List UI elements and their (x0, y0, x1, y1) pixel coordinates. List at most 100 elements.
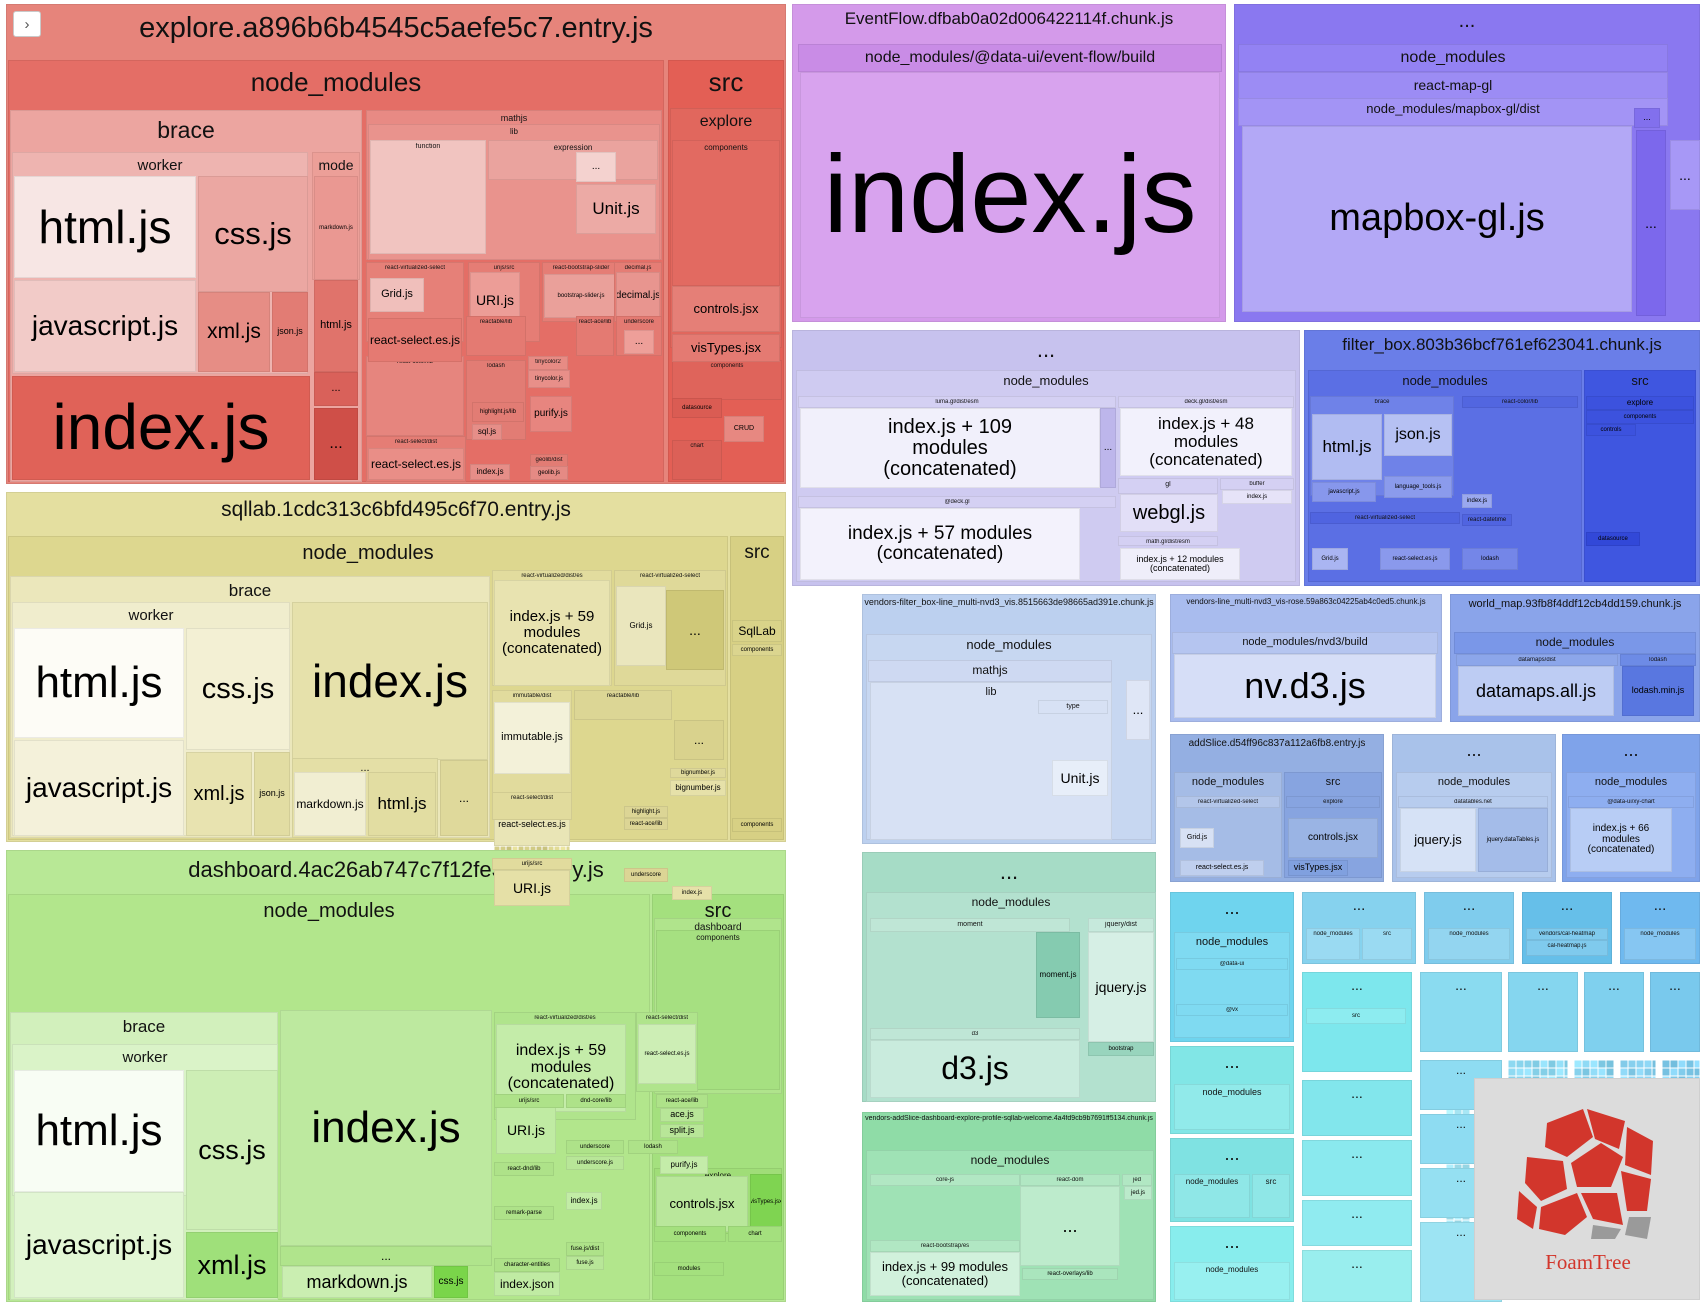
group-fb-datetime[interactable]: react-datetime (1462, 514, 1512, 526)
group-dash-dots[interactable]: ... (280, 1246, 492, 1266)
group-dash-css[interactable]: css.js (186, 1070, 278, 1230)
group-dash-chart[interactable]: chart (728, 1226, 782, 1242)
group-luma-deckdist[interactable]: deck.gl/dist/esm (1118, 396, 1294, 408)
group-d3-d3[interactable]: d3 (870, 1028, 1080, 1040)
group-t3-nm[interactable]: node_modules (1174, 1174, 1250, 1218)
group-as-grid[interactable]: Grid.js (1180, 828, 1214, 848)
group-dash-rselect[interactable]: react-select.es.js (638, 1024, 696, 1084)
group-explore-mode-html[interactable]: html.js (314, 280, 358, 372)
group-vas-corejs[interactable]: core-js (870, 1174, 1020, 1186)
group-c4-nm[interactable]: node_modules (1624, 928, 1696, 960)
group-explore-grid[interactable]: Grid.js (370, 278, 424, 312)
group-sqllab-index59[interactable]: index.js + 59 modules (concatenated) (494, 580, 610, 686)
group-wm-nm[interactable]: node_modules (1454, 632, 1696, 654)
group-dash-split[interactable]: split.js (660, 1124, 704, 1138)
group-fb-colorlib[interactable]: react-color/lib (1462, 396, 1578, 408)
group-mb-dots1[interactable]: ... (1634, 108, 1660, 128)
group-c1-src[interactable]: src (1362, 928, 1412, 960)
group-dt-jquery[interactable]: jquery.js (1400, 808, 1476, 872)
group-d3-momentjs[interactable]: moment.js (1036, 932, 1080, 1018)
group-vas-overlays[interactable]: react-overlays/lib (1022, 1268, 1118, 1280)
group-explore-xml[interactable]: xml.js (198, 292, 270, 372)
group-ef-path[interactable]: node_modules/@data-ui/event-flow/build (798, 44, 1222, 72)
group-explore-sql[interactable]: sql.js (472, 424, 502, 440)
group-dash-vistypes[interactable]: visTypes.jsx (750, 1174, 782, 1230)
group-c2-nm[interactable]: node_modules (1428, 928, 1510, 960)
group-explore-mode-dots2[interactable]: ... (314, 408, 358, 480)
group-explore-tinycolor2[interactable]: tinycolor2 (528, 356, 568, 370)
group-dash-reactdnd[interactable]: react-dnd/lib (494, 1162, 554, 1176)
group-dash-dndcore[interactable]: dnd-core/lib (566, 1094, 626, 1108)
group-fb-lodash[interactable]: lodash (1462, 548, 1518, 570)
group-t1-dataui[interactable]: @data-ui (1176, 958, 1288, 970)
group-t1-vx[interactable]: @vx (1176, 1004, 1288, 1016)
group-vas-index99[interactable]: index.js + 99 modules (concatenated) (870, 1252, 1020, 1296)
group-wm-datamapsdist[interactable]: datamaps/dist (1456, 654, 1618, 666)
group-dash-xml[interactable]: xml.js (186, 1232, 278, 1298)
group-as-rselect[interactable]: react-select.es.js (1180, 860, 1264, 876)
group-luma-webgl[interactable]: webgl.js (1120, 494, 1218, 532)
group-wm-lodashd[interactable]: lodash (1620, 654, 1696, 666)
group-dash-index[interactable]: index.js (280, 1010, 492, 1246)
group-fb-javascript[interactable]: javascript.js (1312, 482, 1376, 502)
group-luma-atdeck[interactable]: @deck.gl (798, 496, 1116, 508)
group-explore-function[interactable]: function (370, 140, 486, 254)
group-s2[interactable]: ... (1420, 972, 1502, 1052)
group-fb-langtools[interactable]: language_tools.js (1384, 476, 1452, 498)
group-dash-index59[interactable]: index.js + 59 modules (concatenated) (496, 1024, 626, 1112)
group-wm-datamaps[interactable]: datamaps.all.js (1458, 666, 1614, 716)
group-dash-indexs[interactable]: index.js (566, 1192, 602, 1210)
group-explore-chart[interactable]: chart (672, 440, 722, 480)
group-mb-dots3[interactable]: ... (1670, 140, 1700, 210)
group-t2-nm[interactable]: node_modules (1174, 1084, 1290, 1130)
group-sqllab-dots2[interactable]: ... (440, 760, 488, 836)
group-explore-dots4[interactable]: ... (624, 330, 654, 354)
group-sqllab-components[interactable]: components (732, 644, 782, 656)
group-d3-d3js[interactable]: d3.js (870, 1040, 1080, 1098)
group-dash-uri[interactable]: URI.js (496, 1106, 556, 1154)
group-fb-index[interactable]: index.js (1462, 494, 1492, 508)
group-luma-gl[interactable]: gl (1118, 478, 1218, 494)
group-sqllab-dots4[interactable]: ... (674, 720, 724, 760)
group-sqllab-raceliib[interactable]: react-ace/lib (624, 818, 668, 830)
group-s7[interactable]: ... (1302, 1140, 1412, 1196)
group-t4-nm[interactable]: node_modules (1174, 1262, 1290, 1300)
group-dt-jqdt[interactable]: jquery.dataTables.js (1478, 808, 1548, 872)
group-luma-index12[interactable]: index.js + 12 modules (concatenated) (1120, 548, 1240, 580)
group-dt-datatables[interactable]: datatables.net (1398, 796, 1548, 808)
group-t3-src[interactable]: src (1252, 1174, 1290, 1218)
group-dash-cssjs[interactable]: css.js (434, 1266, 468, 1298)
group-fb-datasource[interactable]: datasource (1586, 532, 1640, 546)
group-explore-highlight[interactable]: highlight.js/lib (472, 402, 524, 422)
group-ef-index[interactable]: index.js (800, 72, 1220, 318)
group-dash-raceliib[interactable]: react-ace/lib (656, 1094, 708, 1108)
group-c1-nm[interactable]: node_modules (1306, 928, 1360, 960)
group-luma-dots[interactable]: ... (1100, 408, 1116, 488)
group-dash-lodash[interactable]: lodash (628, 1140, 678, 1154)
group-sqllab-highlight[interactable]: highlight.js (624, 806, 668, 818)
group-fb-explore[interactable]: explore (1586, 396, 1694, 410)
group-explore-markdown[interactable]: markdown.js (314, 176, 358, 280)
group-explore-html[interactable]: html.js (14, 176, 196, 278)
group-vas-jed[interactable]: jed (1122, 1174, 1152, 1186)
group-fb-components[interactable]: components (1586, 410, 1694, 424)
group-sqllab-grid[interactable]: Grid.js (616, 586, 666, 666)
group-vas-reactdom[interactable]: react-dom (1020, 1174, 1120, 1186)
group-ux-uxchart[interactable]: @data-ui/xy-chart (1568, 796, 1694, 808)
group-explore-css[interactable]: css.js (198, 176, 308, 292)
group-sqllab-bignumber[interactable]: bignumber.js (670, 768, 726, 778)
group-sqllab-json[interactable]: json.js (254, 752, 290, 836)
group-as-vistypes[interactable]: visTypes.jsx (1288, 860, 1348, 876)
group-vfb-mathjs[interactable]: mathjs (868, 660, 1112, 682)
group-s3[interactable]: ... (1508, 972, 1578, 1052)
group-mb-rmgl[interactable]: react-map-gl (1238, 72, 1668, 100)
group-d3-bootstrap[interactable]: bootstrap (1088, 1042, 1154, 1056)
group-fb-json[interactable]: json.js (1384, 414, 1452, 456)
group-t1-nm[interactable]: node_modules (1174, 932, 1290, 1038)
group-dash-html[interactable]: html.js (14, 1070, 184, 1192)
group-wm-lodash[interactable]: lodash.min.js (1622, 666, 1694, 716)
group-dash-underscorejs[interactable]: underscore.js (566, 1156, 624, 1170)
group-luma-mathgl[interactable]: math.gl/dist/esm (1118, 536, 1218, 546)
group-vfb-type[interactable]: type (1038, 700, 1108, 714)
group-s4[interactable]: ... (1584, 972, 1644, 1052)
